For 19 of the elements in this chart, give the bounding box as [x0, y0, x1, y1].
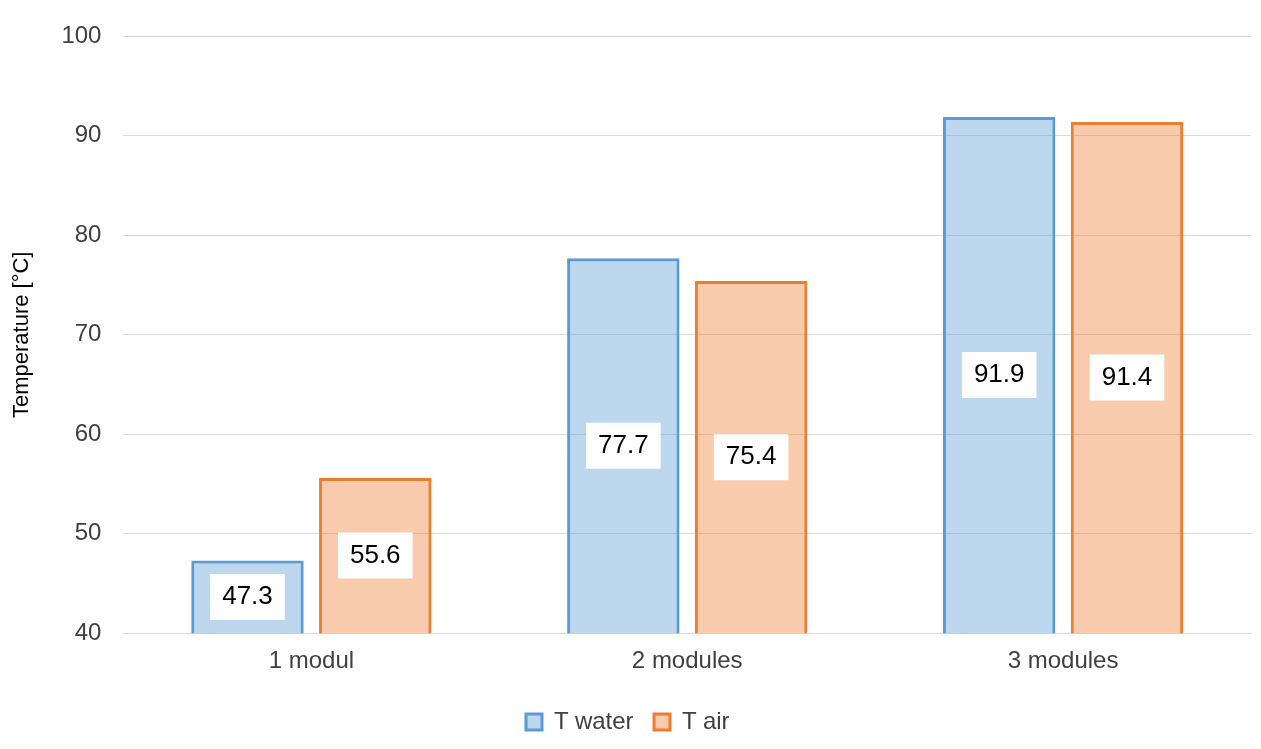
- y-tick-label: 90: [74, 120, 102, 148]
- y-tick-label: 40: [74, 617, 102, 645]
- data-label: 91.9: [973, 358, 1025, 389]
- y-tick-label: 100: [61, 21, 102, 49]
- x-tick-label: 2 modules: [631, 646, 743, 674]
- y-tick-label: 50: [74, 518, 102, 546]
- y-axis-title: Temperature [°C]: [8, 251, 34, 419]
- y-tick-label: 70: [74, 319, 102, 347]
- y-tick-label: 60: [74, 418, 102, 446]
- data-label: 77.7: [598, 428, 649, 459]
- x-tick-label: 3 modules: [1007, 646, 1119, 674]
- data-label: 91.4: [1101, 360, 1153, 391]
- data-label: 55.6: [349, 538, 401, 569]
- legend-label: T air: [682, 706, 730, 734]
- legend-label: T water: [553, 706, 634, 734]
- x-tick-label: 1 modul: [268, 646, 355, 674]
- data-label: 75.4: [725, 440, 777, 471]
- y-tick-label: 80: [74, 219, 102, 247]
- data-label: 47.3: [222, 580, 273, 611]
